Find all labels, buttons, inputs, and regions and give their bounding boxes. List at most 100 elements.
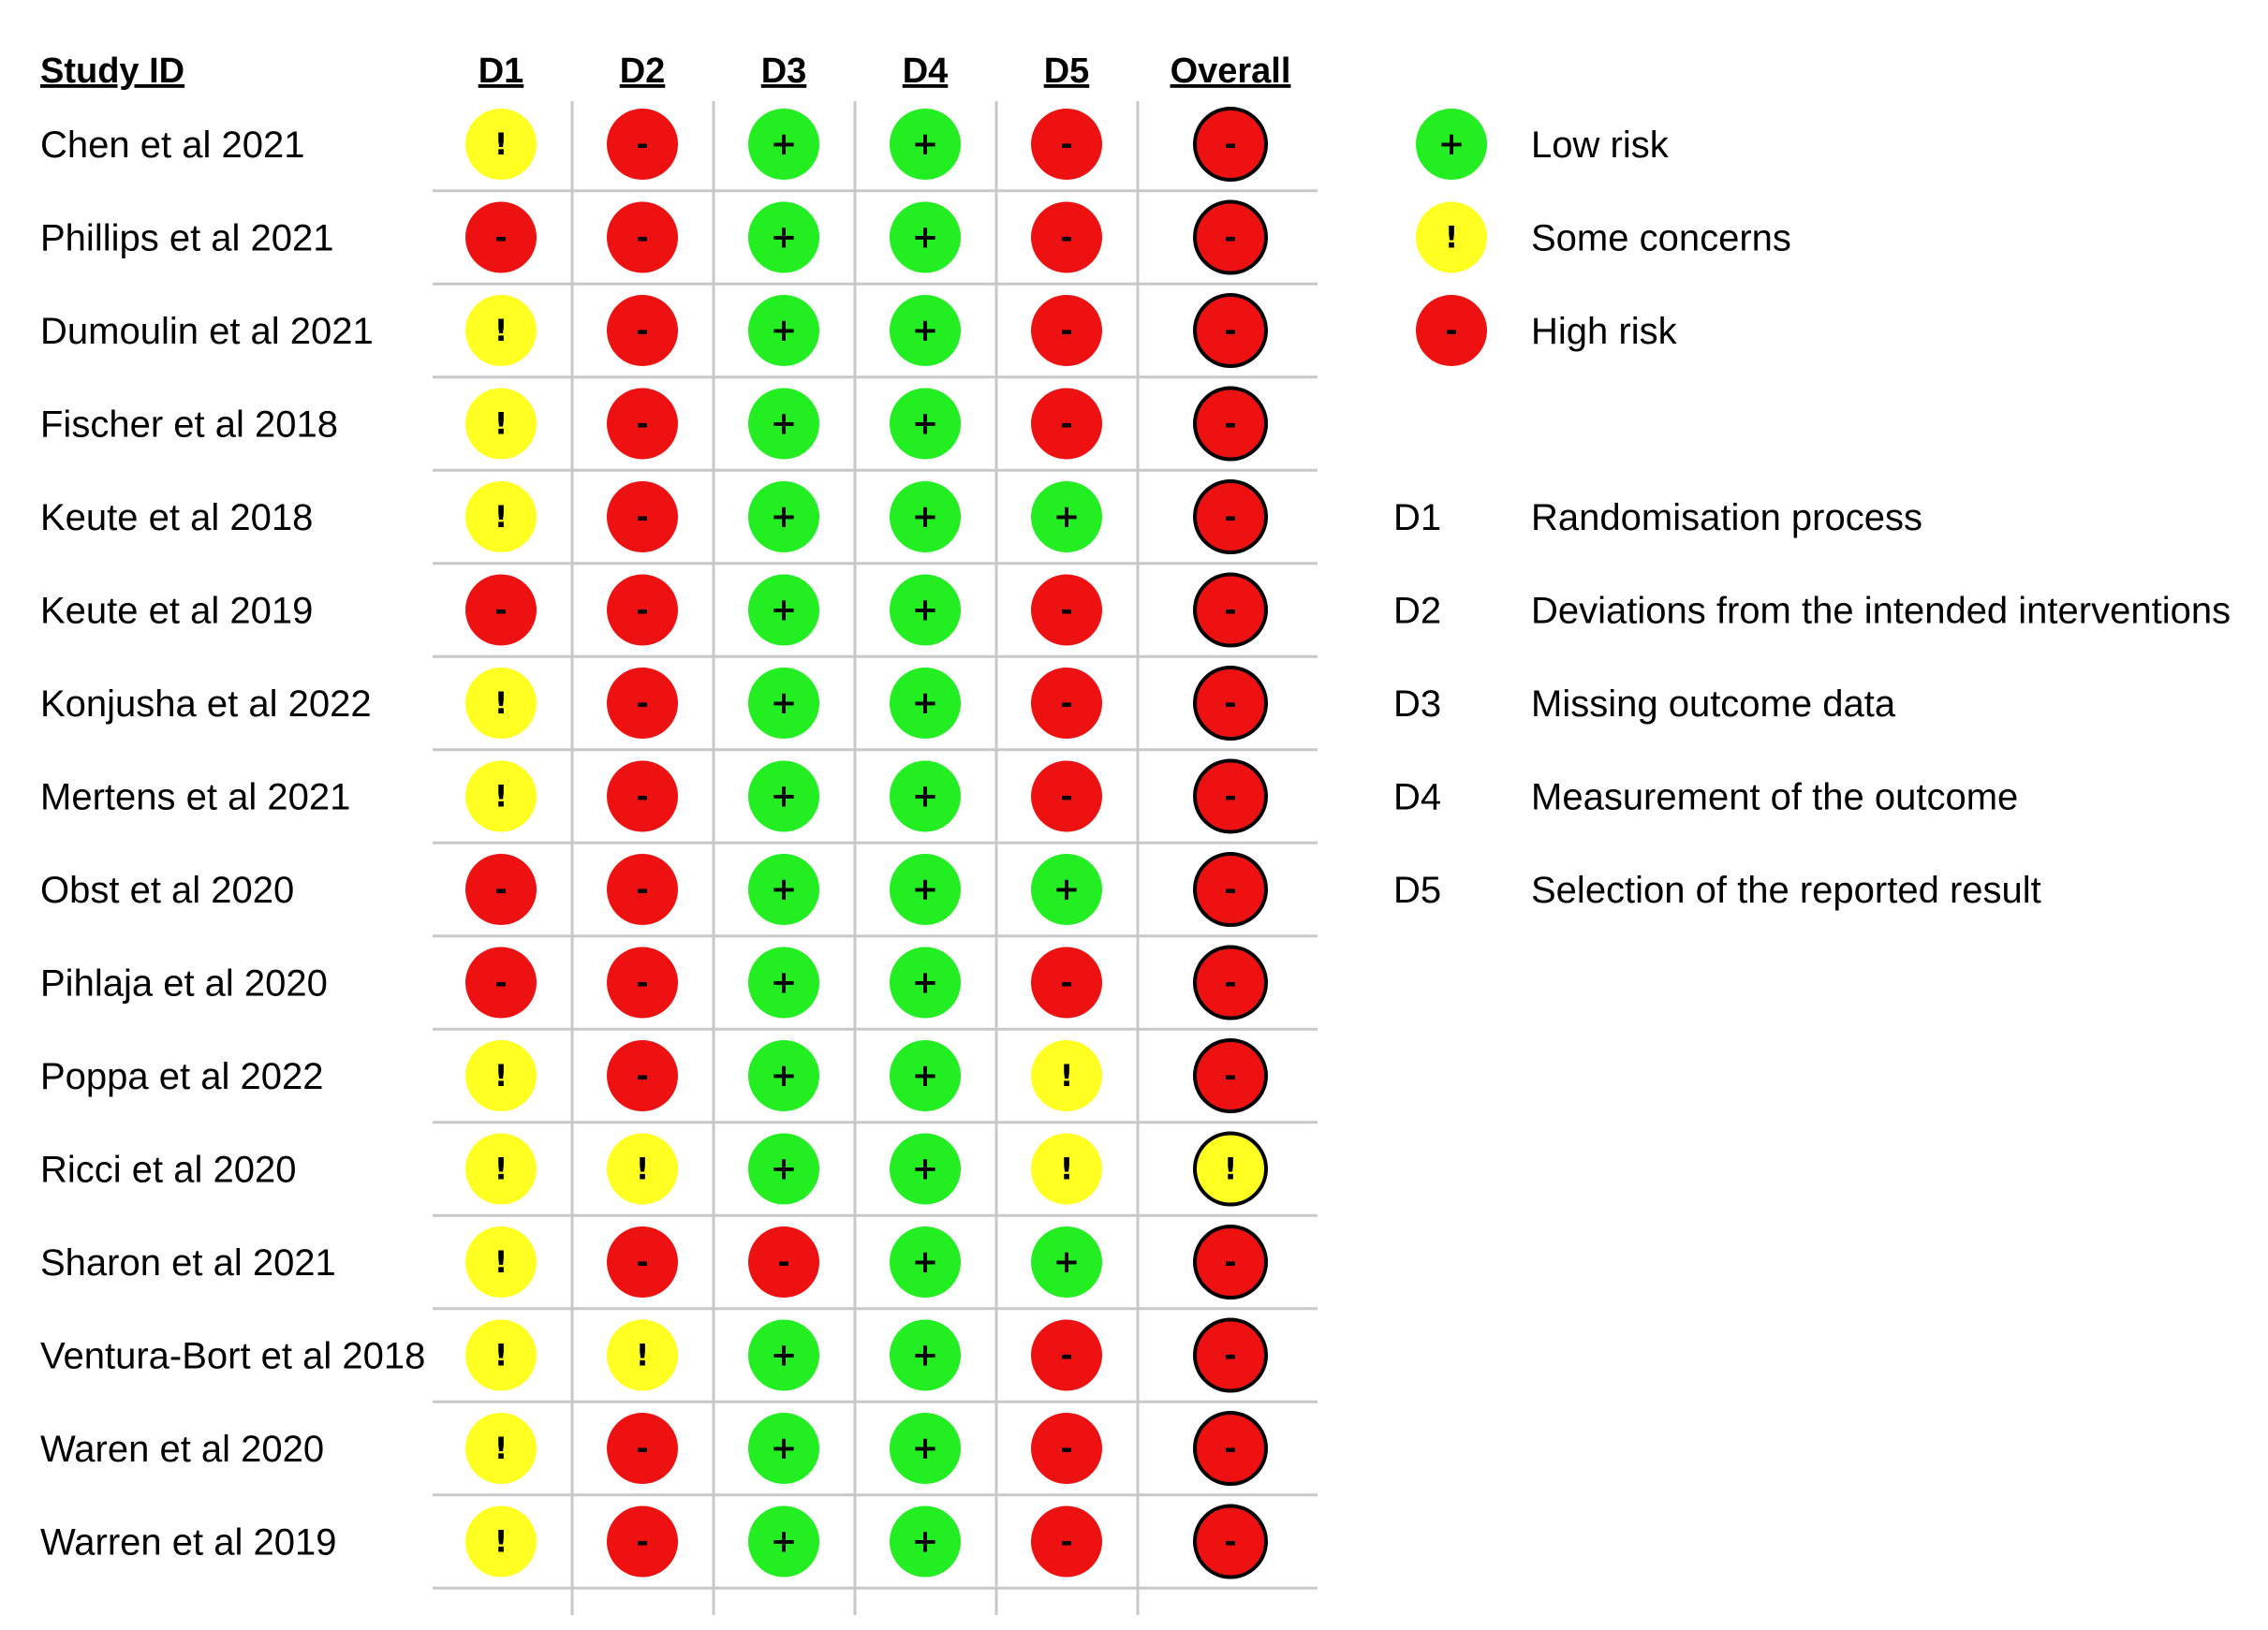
legend-item-some: ! Some concerns [1416,201,1791,273]
judgment-overall: - [1193,199,1268,275]
judgment-d3-circle [748,1319,819,1391]
judgment-d1-circle [465,1133,537,1205]
judgment-d2-symbol: - [636,1058,648,1094]
judgment-d5-symbol: - [1060,1524,1072,1560]
judgment-d2-symbol: - [636,1244,648,1280]
judgment-overall-symbol: - [1224,1524,1236,1560]
judgment-d2-circle [607,760,678,832]
judgment-overall: - [1193,1317,1268,1393]
judgment-d1-symbol: ! [494,1338,508,1373]
judgment-d2-circle [607,1505,678,1578]
judgment-d4-circle [890,388,961,460]
judgment-d3: + [748,481,819,552]
judgment-d1: ! [465,668,537,739]
study-label: Pihlaja et al 2020 [40,963,328,1005]
judgment-d4-circle [890,1040,961,1111]
judgment-d5-symbol: - [1060,220,1072,256]
judgment-d5-symbol: - [1060,593,1072,628]
judgment-d4-symbol: + [912,1057,939,1094]
judgment-d3-symbol: + [771,1430,798,1467]
judgment-d2-circle [607,1133,678,1205]
judgment-d1-circle [465,1040,537,1111]
judgment-overall: ! [1193,1131,1268,1207]
judgment-d2-circle [607,668,678,739]
table-row: Waren et al 2020! - + + - - [40,1411,1268,1486]
header-d4: D4 [903,51,949,91]
judgment-d3-circle [748,201,819,273]
judgment-d2: - [607,947,678,1019]
legend-domain-label: Selection of the reported result [1531,870,2041,911]
judgment-d1-symbol: ! [494,685,508,721]
judgment-d4-circle [890,668,961,739]
judgment-d3: + [748,668,819,739]
judgment-overall: - [1193,386,1268,462]
judgment-d3: + [748,295,819,366]
table-row: Warren et al 2019! - + + - - [40,1504,1268,1579]
judgment-d1-circle [465,1319,537,1391]
judgment-d5-symbol: - [1060,406,1072,442]
judgment-d4-circle [890,574,961,646]
judgment-overall-circle [1193,199,1268,275]
judgment-d5-circle [1031,1505,1102,1578]
judgment-d4: + [890,388,961,460]
legend-label: Low risk [1531,125,1670,166]
judgment-d1-circle [465,574,537,646]
judgment-overall-symbol: - [1224,499,1236,535]
judgment-d1-circle [465,1413,537,1484]
judgment-d3-circle [748,109,819,180]
judgment-d3: + [748,1319,819,1391]
judgment-d3-circle [748,854,819,925]
judgment-overall-symbol: - [1224,406,1236,442]
judgment-d1: ! [465,1133,537,1205]
judgment-d3-symbol: - [777,1244,789,1280]
study-label: Keute et al 2019 [40,591,313,632]
judgment-overall-symbol: - [1224,965,1236,1001]
judgment-d5-symbol: - [1060,126,1072,162]
judgment-d5: - [1031,388,1102,460]
judgment-d5-circle [1031,760,1102,832]
judgment-d2-symbol: - [636,593,648,628]
judgment-d5: - [1031,760,1102,832]
study-label: Chen et al 2021 [40,125,304,166]
judgment-d1-symbol: ! [494,1524,508,1560]
header-d5: D5 [1044,51,1090,91]
judgment-d2-symbol: - [636,965,648,1001]
judgment-d3: + [748,201,819,273]
judgment-d1-circle [465,295,537,366]
judgment-d5: - [1031,295,1102,366]
judgment-d3-circle [748,947,819,1019]
judgment-d4-symbol: + [912,219,939,257]
study-label: Obst et al 2020 [40,870,294,911]
study-label: Konjusha et al 2022 [40,683,372,725]
judgment-d4: + [890,109,961,180]
judgment-d2: - [607,1413,678,1484]
judgment-d4-circle [890,1319,961,1391]
judgment-d4-circle [890,295,961,366]
judgment-overall-symbol: - [1224,1431,1236,1466]
judgment-d1: - [465,201,537,273]
judgment-d1-circle [465,668,537,739]
judgment-d2-circle [607,1226,678,1298]
judgment-d3: + [748,854,819,925]
judgment-d1-symbol: ! [494,126,508,162]
judgment-d2-symbol: ! [636,1338,650,1373]
judgment-d1-symbol: - [494,220,507,256]
judgment-d1: - [465,574,537,646]
judgment-d2-symbol: - [636,220,648,256]
judgment-overall-symbol: - [1224,1338,1236,1373]
judgment-d5: - [1031,947,1102,1019]
legend-swatch-low-circle [1416,109,1487,180]
judgment-overall-circle [1193,1317,1268,1393]
study-label: Dumoulin et al 2021 [40,311,374,352]
judgment-overall: - [1193,852,1268,927]
header-study-id: Study ID [40,51,184,91]
header-d2: D2 [620,51,666,91]
judgment-d5-symbol: - [1060,313,1072,348]
judgment-d3: + [748,1040,819,1111]
judgment-overall-circle [1193,852,1268,927]
judgment-d1-symbol: - [494,965,507,1001]
judgment-d1-symbol: ! [494,779,508,815]
judgment-d2-symbol: - [636,779,648,815]
header-d1: D1 [479,51,524,91]
judgment-d1: ! [465,1040,537,1111]
